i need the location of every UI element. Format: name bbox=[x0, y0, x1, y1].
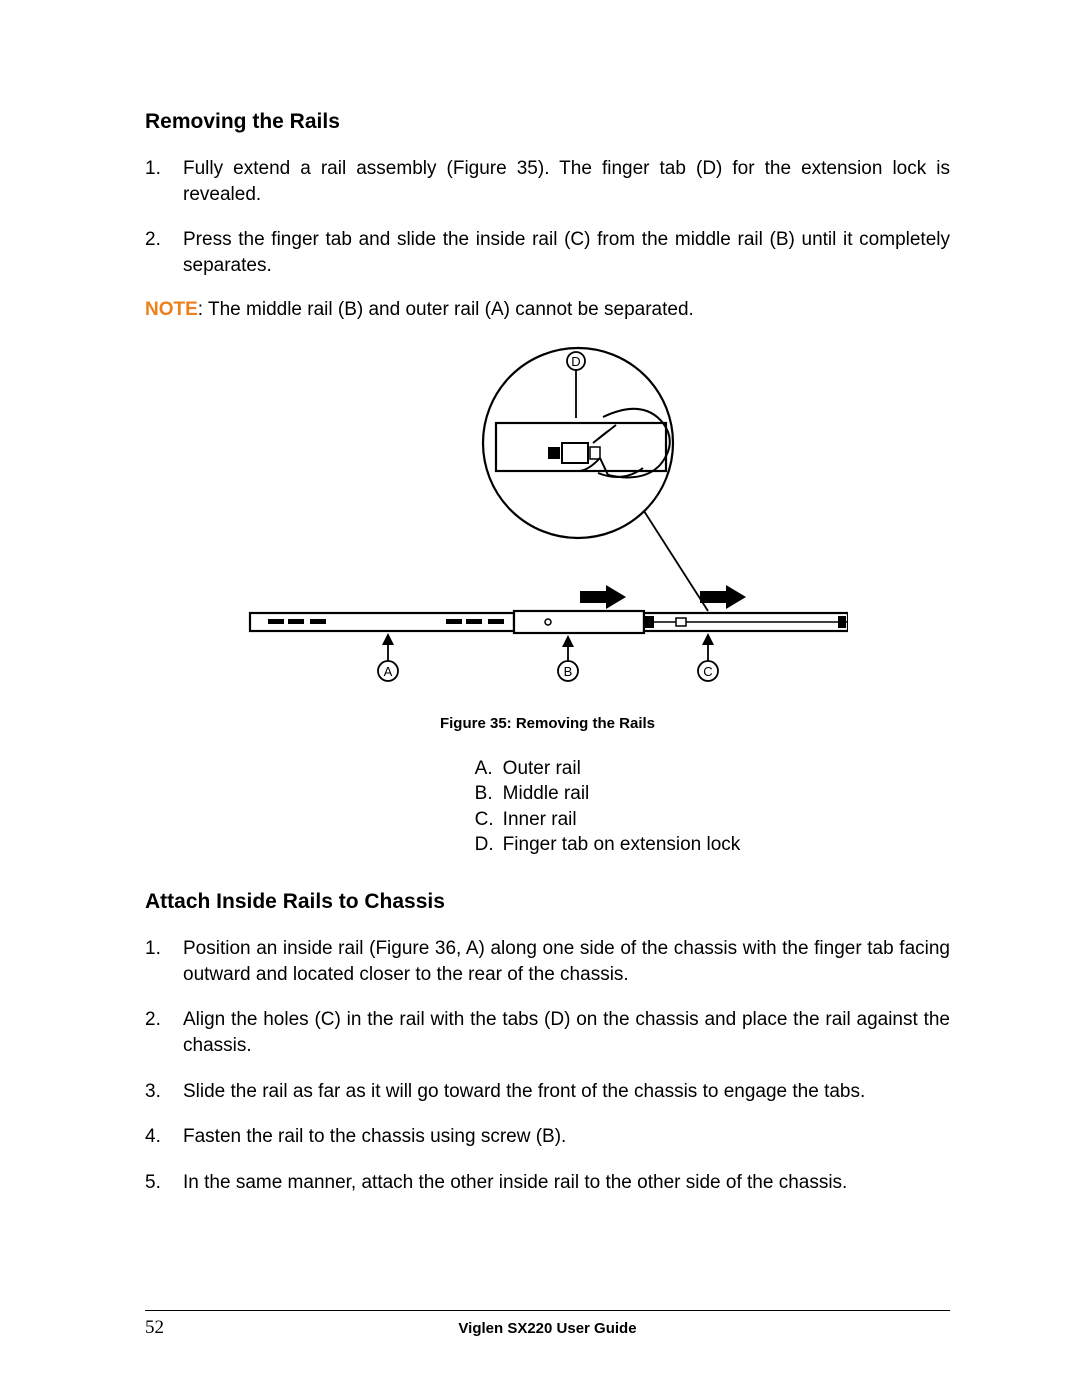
arrow-1 bbox=[580, 585, 626, 609]
step-text: Fasten the rail to the chassis using scr… bbox=[183, 1126, 566, 1147]
step-text: Fully extend a rail assembly (Figure 35)… bbox=[183, 158, 950, 205]
note-text: : The middle rail (B) and outer rail (A)… bbox=[198, 299, 694, 320]
label-c-group: C bbox=[698, 633, 718, 681]
svg-text:A: A bbox=[383, 664, 392, 679]
figure-35: D bbox=[145, 343, 950, 703]
note-label: NOTE bbox=[145, 299, 198, 320]
finger-tab bbox=[562, 443, 588, 463]
arrow-2 bbox=[700, 585, 746, 609]
legend-item: D.Finger tab on extension lock bbox=[475, 832, 741, 858]
list-item: 5.In the same manner, attach the other i… bbox=[145, 1170, 950, 1196]
step-text: In the same manner, attach the other ins… bbox=[183, 1172, 847, 1193]
tab-slot2 bbox=[590, 447, 600, 459]
figure-caption: Figure 35: Removing the Rails bbox=[145, 715, 950, 732]
list-item: 1.Fully extend a rail assembly (Figure 3… bbox=[145, 156, 950, 207]
svg-text:C: C bbox=[703, 664, 712, 679]
step-text: Position an inside rail (Figure 36, A) a… bbox=[183, 938, 950, 985]
figure-legend: A.Outer rail B.Middle rail C.Inner rail … bbox=[355, 756, 741, 859]
rail-assembly bbox=[250, 611, 848, 633]
step-text: Press the finger tab and slide the insid… bbox=[183, 229, 950, 276]
section1-heading: Removing the Rails bbox=[145, 110, 950, 134]
footer-title: Viglen SX220 User Guide bbox=[145, 1320, 950, 1337]
label-a-group: A bbox=[378, 633, 398, 681]
step-text: Slide the rail as far as it will go towa… bbox=[183, 1081, 865, 1102]
list-item: 4.Fasten the rail to the chassis using s… bbox=[145, 1124, 950, 1150]
legend-item: A.Outer rail bbox=[475, 756, 741, 782]
list-item: 3.Slide the rail as far as it will go to… bbox=[145, 1079, 950, 1105]
section1-steps: 1.Fully extend a rail assembly (Figure 3… bbox=[145, 156, 950, 279]
legend-item: C.Inner rail bbox=[475, 807, 741, 833]
label-b-group: B bbox=[558, 635, 578, 681]
list-item: 1.Position an inside rail (Figure 36, A)… bbox=[145, 936, 950, 987]
leader-circle-to-rail bbox=[644, 511, 708, 611]
label-d: D bbox=[571, 354, 580, 369]
svg-text:B: B bbox=[563, 664, 572, 679]
list-item: 2.Align the holes (C) in the rail with t… bbox=[145, 1007, 950, 1058]
legend-item: B.Middle rail bbox=[475, 781, 741, 807]
section2-steps: 1.Position an inside rail (Figure 36, A)… bbox=[145, 936, 950, 1195]
rail-diagram-svg: D bbox=[248, 343, 848, 703]
section2-heading: Attach Inside Rails to Chassis bbox=[145, 890, 950, 914]
note: NOTE: The middle rail (B) and outer rail… bbox=[145, 299, 950, 321]
tab-slot1 bbox=[548, 447, 560, 459]
list-item: 2.Press the finger tab and slide the ins… bbox=[145, 227, 950, 278]
step-text: Align the holes (C) in the rail with the… bbox=[183, 1009, 950, 1056]
page-footer: 52 Viglen SX220 User Guide bbox=[145, 1310, 950, 1339]
